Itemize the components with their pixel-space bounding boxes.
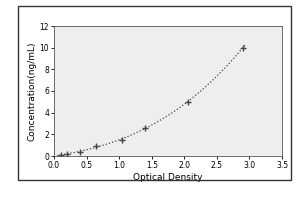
X-axis label: Optical Density: Optical Density: [133, 173, 203, 182]
Y-axis label: Concentration(ng/mL): Concentration(ng/mL): [28, 41, 37, 141]
